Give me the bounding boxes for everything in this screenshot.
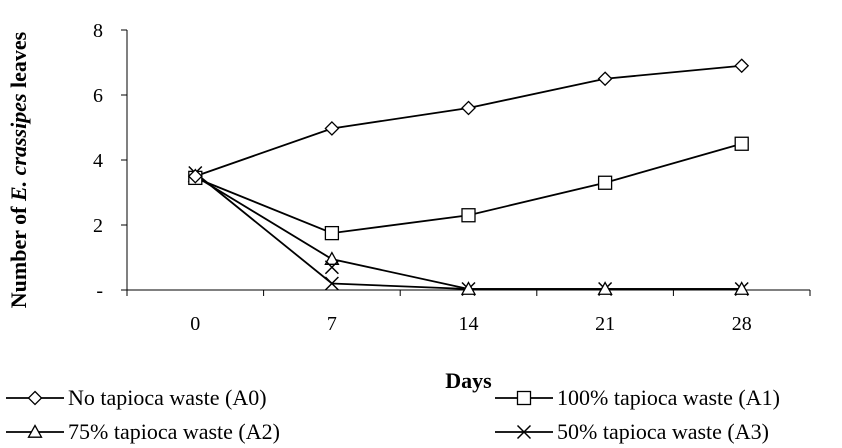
y-tick-label: 6 [93, 85, 103, 107]
data-point [597, 175, 613, 190]
legend-item: 100% tapioca waste (A1) [495, 385, 780, 410]
data-point [461, 100, 476, 116]
legend-item: No tapioca waste (A0) [6, 385, 267, 410]
x-tick-label: 7 [327, 313, 337, 335]
y-axis: - 2 4 6 8 [93, 20, 128, 302]
data-point [324, 251, 340, 265]
data-point [597, 71, 613, 87]
legend-item: 75% tapioca waste (A2) [6, 419, 280, 444]
data-point [187, 168, 203, 184]
y-axis-title-suffix: leaves [6, 31, 31, 93]
legend-label: 50% tapioca waste (A3) [557, 419, 769, 444]
x-tick-label: 14 [459, 313, 479, 335]
data-point [734, 58, 750, 74]
y-tick-label: 4 [93, 150, 103, 172]
data-point [734, 281, 750, 295]
data-point [734, 136, 749, 151]
legend-marker [516, 390, 532, 406]
x-tick-label: 21 [595, 313, 615, 335]
data-point [324, 121, 340, 136]
legend-marker [27, 424, 43, 438]
legend-item: 50% tapioca waste (A3) [495, 419, 769, 444]
data-point [597, 281, 613, 295]
data-point [324, 225, 340, 241]
data-point [460, 281, 477, 295]
y-axis-title-prefix: Number of [6, 201, 31, 308]
legend-marker [516, 424, 532, 440]
legend-marker [27, 390, 43, 406]
y-axis-title: Number of E. crassipes leaves [6, 31, 31, 308]
legend: No tapioca waste (A0) 100% tapioca waste … [6, 385, 780, 444]
legend-label: No tapioca waste (A0) [68, 385, 267, 410]
data-point [324, 260, 339, 275]
series-line [195, 64, 742, 178]
y-tick-label: - [96, 280, 103, 302]
series-lines [194, 64, 742, 290]
y-tick-label: 8 [93, 20, 103, 42]
series-line [194, 175, 742, 290]
series-line [194, 172, 742, 290]
data-point [461, 208, 476, 223]
x-tick-label: 28 [732, 313, 752, 335]
x-tick-label: 0 [190, 313, 200, 335]
y-axis-title-species: E. crassipes [6, 93, 31, 202]
y-tick-label: 2 [93, 215, 103, 237]
data-point [324, 276, 339, 291]
legend-label: 100% tapioca waste (A1) [557, 385, 780, 410]
x-axis: 0 7 14 21 28 [126, 289, 811, 335]
legend-label: 75% tapioca waste (A2) [68, 419, 280, 444]
x-axis-title: Days [445, 368, 492, 393]
series-markers [187, 58, 750, 297]
